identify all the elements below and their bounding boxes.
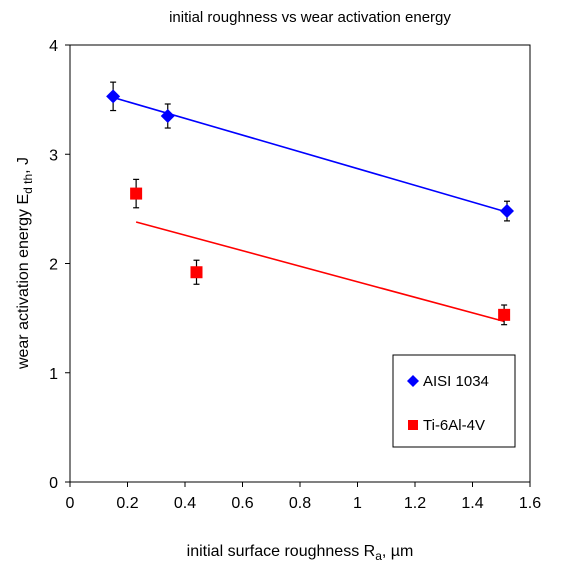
- y-tick-label: 1: [49, 366, 58, 383]
- trend-lines: [112, 96, 508, 323]
- legend-marker-aisi-1034: [407, 375, 419, 387]
- legend: AISI 1034 Ti-6Al-4V: [392, 354, 516, 448]
- x-tick-label: 0.6: [231, 495, 253, 512]
- chart-title: initial roughness vs wear activation ene…: [169, 9, 451, 26]
- x-tick-label: 0: [66, 495, 75, 512]
- point-aisi-1034: [160, 109, 175, 124]
- x-axis: 0 0.2 0.4 0.6 0.8 1 1.2 1.4 1.6: [66, 482, 541, 512]
- y-axis-label: wear activation energy Ed th, J: [15, 157, 35, 370]
- x-tick-label: 0.8: [289, 495, 311, 512]
- legend-label-ti-6al-4v: Ti-6Al-4V: [423, 417, 485, 434]
- y-tick-label: 0: [49, 475, 58, 492]
- x-tick-label: 1: [353, 495, 362, 512]
- y-tick-label: 3: [49, 147, 58, 164]
- x-tick-label: 1.4: [461, 495, 483, 512]
- x-axis-label-subscript: a: [375, 549, 382, 563]
- point-ti-6al-4v: [498, 308, 511, 321]
- x-tick-label: 1.2: [404, 495, 426, 512]
- point-ti-6al-4v: [190, 266, 203, 279]
- y-axis: 0 1 2 3 4: [49, 38, 70, 492]
- x-tick-label: 0.4: [174, 495, 196, 512]
- data-markers: [106, 89, 514, 321]
- point-aisi-1034: [500, 204, 514, 219]
- error-bars: [110, 81, 510, 326]
- point-aisi-1034: [106, 89, 121, 104]
- legend-marker-ti-6al-4v: [408, 420, 418, 430]
- point-ti-6al-4v: [130, 187, 143, 200]
- y-tick-label: 4: [49, 38, 58, 55]
- x-axis-label: initial surface roughness Ra, µm: [187, 543, 414, 563]
- legend-label-aisi-1034: AISI 1034: [423, 373, 489, 390]
- y-axis-label-subscript: d th: [21, 174, 35, 194]
- y-tick-label: 2: [49, 257, 58, 274]
- trend-line-ti-6al-4v: [135, 221, 505, 323]
- x-tick-label: 1.6: [519, 495, 541, 512]
- x-tick-label: 0.2: [116, 495, 138, 512]
- trend-line-aisi-1034: [112, 96, 508, 213]
- legend-box: [392, 354, 516, 448]
